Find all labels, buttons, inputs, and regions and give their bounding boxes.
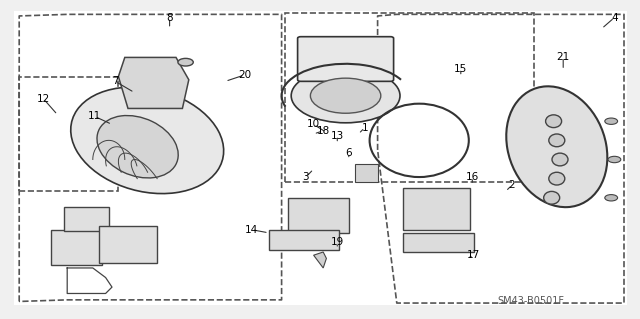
Text: 15: 15 [454,63,467,74]
Text: 12: 12 [37,94,50,104]
Text: 16: 16 [466,172,479,182]
Circle shape [178,58,193,66]
Circle shape [605,118,618,124]
Text: 11: 11 [88,111,101,122]
Bar [355,164,378,182]
Bar [285,13,534,182]
Text: 8: 8 [166,12,173,23]
Text: 20: 20 [238,70,251,80]
Ellipse shape [548,172,564,185]
Bar [288,198,349,233]
Circle shape [608,156,621,163]
Ellipse shape [71,87,223,194]
Text: 3: 3 [303,172,309,182]
Text: 13: 13 [331,130,344,141]
Text: 19: 19 [331,237,344,248]
Text: 14: 14 [245,225,258,235]
Ellipse shape [552,153,568,166]
Ellipse shape [548,134,564,147]
Ellipse shape [506,86,607,207]
Text: 6: 6 [346,148,352,158]
Text: SM43-B0501F: SM43-B0501F [498,296,564,307]
Circle shape [291,69,400,123]
Bar [19,77,118,191]
Text: 10: 10 [307,119,320,130]
Text: 2: 2 [509,180,515,190]
Polygon shape [118,57,189,108]
Bar [51,230,102,265]
Text: 18: 18 [317,126,330,136]
Ellipse shape [543,191,559,204]
Ellipse shape [97,115,178,178]
Text: 17: 17 [467,250,480,260]
Bar [99,226,157,263]
Text: 21: 21 [557,52,570,62]
Circle shape [605,195,618,201]
Text: 4: 4 [611,12,618,23]
FancyBboxPatch shape [298,37,394,81]
Bar [269,230,339,250]
Bar [403,233,474,252]
Polygon shape [314,252,326,268]
Circle shape [310,78,381,113]
Text: 1: 1 [362,122,368,133]
Bar [403,188,470,230]
Ellipse shape [545,115,562,128]
Text: 7: 7 [112,76,118,86]
Bar [64,207,109,231]
